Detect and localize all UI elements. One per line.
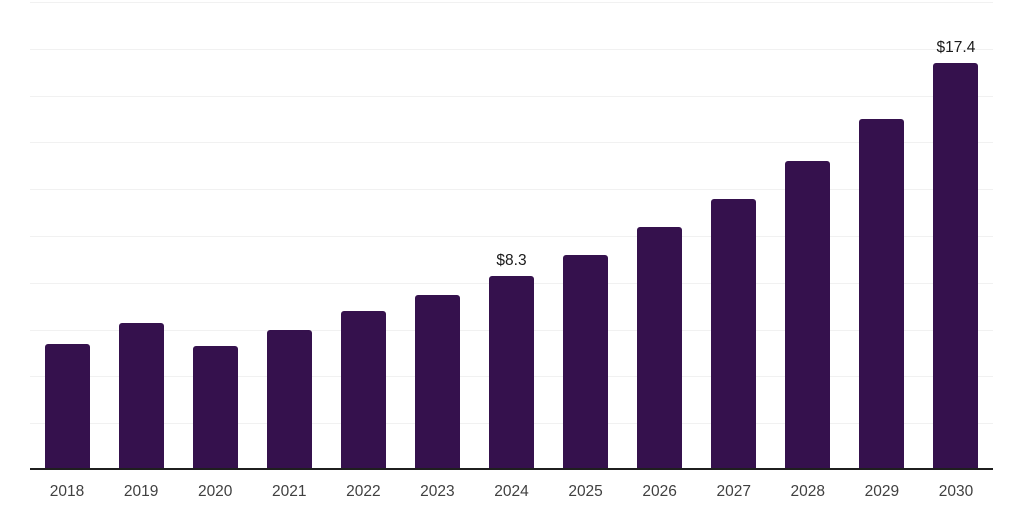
bar-2023: [414, 294, 460, 470]
x-tick-2028: 2028: [790, 483, 826, 500]
gridline-12: [30, 189, 993, 191]
data-label-2024: $8.3: [496, 251, 527, 269]
x-tick-2023: 2023: [420, 483, 455, 500]
x-tick-2021: 2021: [272, 483, 307, 500]
gridline-18: [30, 48, 993, 50]
bar-2019: [118, 322, 164, 470]
x-axis-line: [30, 468, 993, 470]
x-tick-2024: 2024: [494, 483, 529, 500]
x-tick-2018: 2018: [49, 483, 85, 500]
bar-2022: [340, 310, 386, 470]
x-axis-labels: 2018 2019 2020 2021 2022 2023 2024 2025 2026 2027…: [30, 483, 993, 505]
bar-2030: [933, 62, 979, 470]
data-label-2030: $17.4: [936, 38, 976, 56]
x-tick-2020: 2020: [197, 483, 233, 500]
x-tick-2026: 2026: [642, 483, 677, 500]
x-tick-2019: 2019: [123, 483, 159, 500]
x-tick-2027: 2027: [716, 483, 751, 500]
bar-2029: [859, 119, 905, 470]
x-tick-2022: 2022: [346, 483, 381, 500]
bar-2025: [563, 254, 609, 470]
bar-2024: [489, 275, 534, 470]
bar-2028: [785, 161, 831, 470]
gridline-20: [30, 2, 993, 3]
bar-2026: [637, 226, 683, 470]
gridline-16: [30, 95, 993, 97]
gridline-14: [30, 142, 993, 144]
bar-2018: [44, 343, 90, 470]
bar-2027: [711, 198, 757, 470]
x-tick-2029: 2029: [864, 483, 900, 500]
bar-2021: [266, 329, 312, 470]
plot-area: $8.3 $17.4: [30, 2, 993, 470]
bar-2020: [192, 345, 238, 470]
x-tick-2025: 2025: [568, 483, 603, 500]
gridline-10: [30, 236, 993, 237]
x-tick-2030: 2030: [938, 483, 974, 500]
